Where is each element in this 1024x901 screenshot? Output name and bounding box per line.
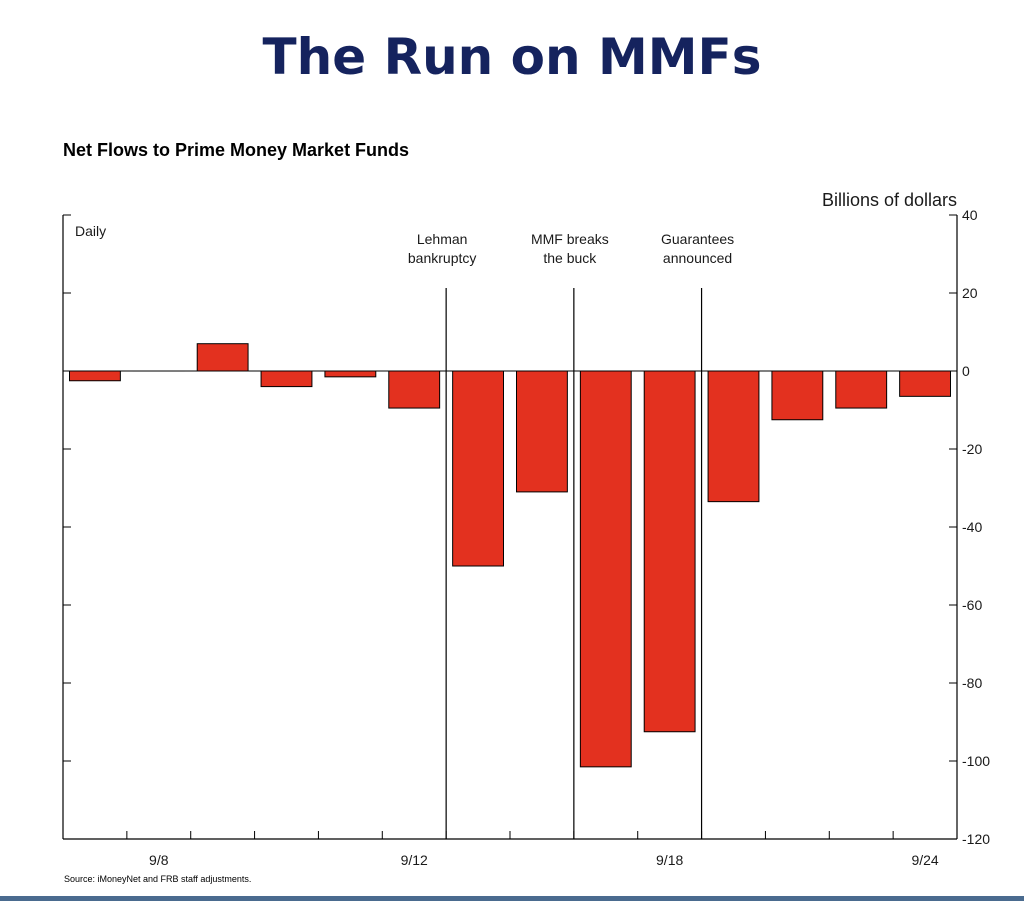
event-label: bankruptcy <box>408 250 476 266</box>
bottom-rule <box>0 896 1024 901</box>
bar <box>196 343 249 372</box>
event-label: announced <box>663 250 732 266</box>
slide-title: The Run on MMFs <box>262 28 762 86</box>
y-axis-label: Billions of dollars <box>822 190 957 210</box>
y-tick-label: -60 <box>962 597 982 613</box>
source-note: Source: iMoneyNet and FRB staff adjustme… <box>64 874 252 884</box>
y-tick-label: -40 <box>962 519 982 535</box>
bar <box>835 370 888 409</box>
chart-axes: 40 20 0 -20 -40 -60 -80 -100 -120 9/8 9/12 9/18 9/24 <box>62 207 990 868</box>
y-tick-label: -120 <box>962 831 990 847</box>
bar <box>579 370 632 768</box>
y-tick-label: 40 <box>962 207 978 223</box>
y-tick-label: -20 <box>962 441 982 457</box>
frequency-label: Daily <box>75 223 106 239</box>
y-tick-label: -100 <box>962 753 990 769</box>
bar <box>452 370 504 567</box>
x-tick-label: 9/24 <box>911 852 938 868</box>
bar <box>388 370 441 409</box>
chart-bars <box>69 343 952 768</box>
event-annotations: Lehman bankruptcy MMF breaks the buck Guaran… <box>408 231 734 839</box>
chart-title: Net Flows to Prime Money Market Funds <box>63 140 410 160</box>
bar <box>260 370 313 388</box>
y-tick-label: -80 <box>962 675 982 691</box>
event-label: Guarantees <box>661 231 734 247</box>
bar <box>771 370 824 421</box>
x-tick-label: 9/8 <box>149 852 169 868</box>
bar <box>707 370 760 503</box>
y-tick-label: 20 <box>962 285 978 301</box>
event-label: Lehman <box>417 231 468 247</box>
bar <box>643 370 696 733</box>
bar <box>899 370 952 397</box>
bar <box>516 370 568 493</box>
x-tick-label: 9/12 <box>401 852 428 868</box>
bar <box>69 370 121 382</box>
event-label: MMF breaks <box>531 231 609 247</box>
x-tick-label: 9/18 <box>656 852 683 868</box>
event-label: the buck <box>543 250 597 266</box>
bar <box>324 370 377 378</box>
y-tick-label: 0 <box>962 363 970 379</box>
